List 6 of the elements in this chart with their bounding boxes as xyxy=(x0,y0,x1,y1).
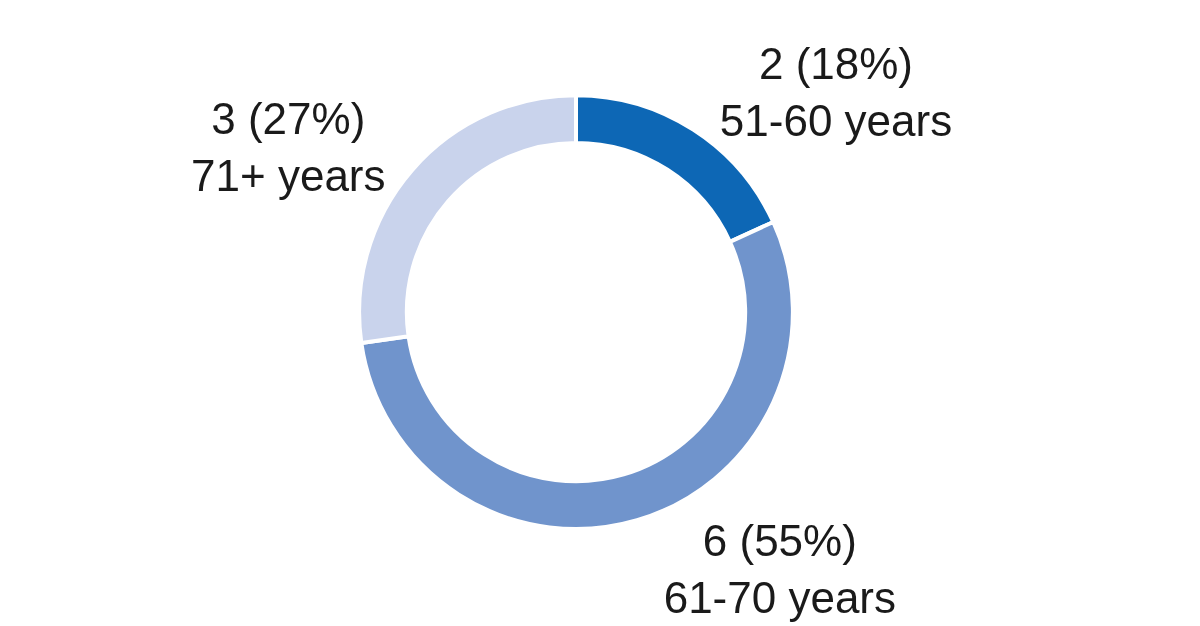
slice-label: 51-60 years xyxy=(719,96,953,146)
data-label: 2 (18%) xyxy=(758,38,914,88)
slice-label: 71+ years xyxy=(191,151,386,201)
data-label: 6 (55%) xyxy=(702,516,857,565)
slice-label: 61-70 years xyxy=(663,573,897,623)
data-label: 3 (27%) xyxy=(211,94,366,144)
